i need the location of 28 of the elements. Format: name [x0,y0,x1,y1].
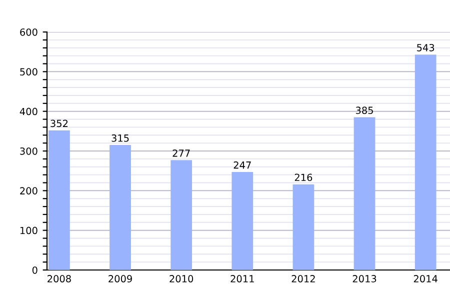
x-tick-label: 2009 [108,275,132,282]
data-label: 543 [417,44,434,52]
y-tick-label: 0 [32,266,38,274]
bar [354,117,376,270]
data-label: 352 [50,120,68,128]
bar [292,184,314,270]
x-tick-label: 2013 [352,275,376,282]
data-label: 216 [294,174,312,182]
bar [414,54,436,270]
y-tick-label: 400 [20,108,38,116]
y-tick-label: 200 [20,187,38,194]
bar [170,160,192,270]
x-tick-label: 2011 [230,275,254,282]
y-tick-label: 300 [20,147,38,155]
data-label: 315 [112,134,129,142]
y-tick-label: 100 [20,226,38,234]
data-label: 385 [356,106,373,114]
x-tick-label: 2008 [48,275,71,282]
bar [110,145,131,270]
data-label: 277 [172,149,190,157]
y-tick-label: 600 [20,28,38,36]
x-tick-label: 2012 [292,275,315,282]
y-tick-label: 500 [20,68,38,76]
x-tick-label: 2010 [170,275,194,282]
bar [232,172,254,270]
x-tick-label: 2014 [414,275,438,282]
bar [48,130,70,270]
data-label: 247 [234,161,251,169]
